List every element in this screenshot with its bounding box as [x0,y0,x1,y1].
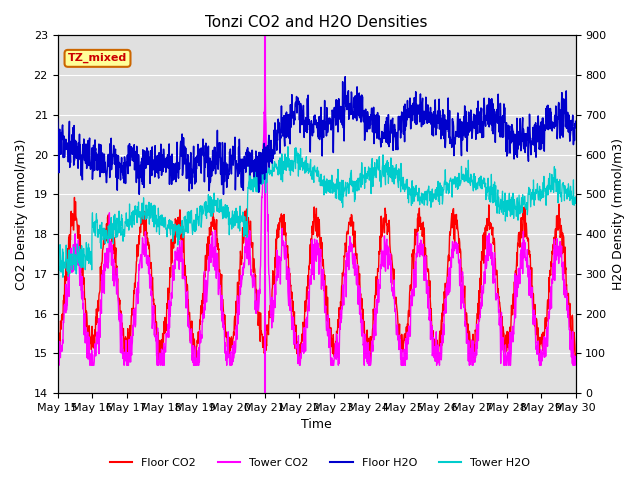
Title: Tonzi CO2 and H2O Densities: Tonzi CO2 and H2O Densities [205,15,428,30]
Y-axis label: CO2 Density (mmol/m3): CO2 Density (mmol/m3) [15,139,28,290]
X-axis label: Time: Time [301,419,332,432]
Y-axis label: H2O Density (mmol/m3): H2O Density (mmol/m3) [612,138,625,290]
Legend: Floor CO2, Tower CO2, Floor H2O, Tower H2O: Floor CO2, Tower CO2, Floor H2O, Tower H… [105,453,535,472]
Text: TZ_mixed: TZ_mixed [68,53,127,63]
